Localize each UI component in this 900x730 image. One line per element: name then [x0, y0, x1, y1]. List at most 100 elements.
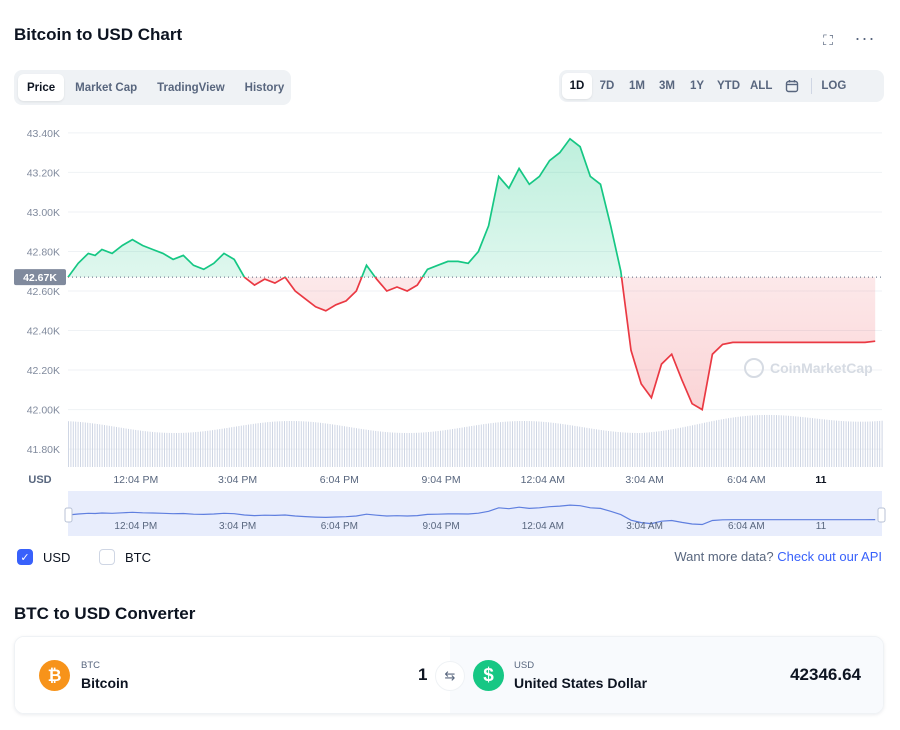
price-chart-svg[interactable]: 43.40K 43.20K 43.00K 42.80K 42.60K 42.40K 42.2… [0, 115, 900, 545]
btc-checkbox-row[interactable]: BTC [99, 549, 151, 565]
volume-bar [411, 432, 413, 467]
volume-bar [651, 432, 653, 467]
volume-bar [836, 420, 837, 467]
volume-bar [509, 421, 511, 467]
to-amount-input[interactable]: 42346.64 [790, 665, 861, 684]
y-tick-label: 43.20K [27, 167, 60, 179]
converter-title: BTC to USD Converter [14, 604, 196, 623]
volume-bar [245, 424, 247, 467]
volume-bar [120, 427, 122, 467]
volume-bar [617, 431, 619, 467]
price-chart[interactable]: 43.40K 43.20K 43.00K 42.80K 42.60K 42.40K 42.2… [0, 115, 900, 545]
volume-bar [862, 421, 864, 467]
volume-bar [605, 430, 607, 467]
volume-bar [598, 429, 600, 467]
volume-bar [363, 429, 365, 467]
volume-bar [795, 416, 797, 467]
calendar-icon[interactable] [777, 73, 807, 99]
volume-bar [144, 431, 146, 467]
volume-bar [322, 423, 324, 467]
range-1m[interactable]: 1M [629, 80, 645, 92]
tab-tradingview[interactable]: TradingView [157, 81, 225, 94]
more-data-text: Want more data? Check out our API [674, 549, 882, 564]
more-data-prompt: Want more data? [674, 549, 774, 564]
more-icon[interactable]: ··· [854, 28, 876, 48]
volume-bar [329, 424, 331, 467]
volume-bar [89, 423, 91, 467]
range-1d[interactable]: 1D [562, 73, 592, 99]
volume-bar [173, 432, 175, 467]
volume-bar [680, 427, 681, 467]
volume-bar [519, 421, 521, 467]
volume-bar [497, 422, 499, 467]
volume-bar [305, 421, 307, 467]
y-tick-label: 42.20K [27, 365, 60, 377]
volume-bar [449, 429, 451, 467]
volume-bar [180, 432, 182, 467]
volume-bar [591, 428, 593, 467]
volume-bar [876, 421, 878, 467]
volume-bar [816, 418, 818, 467]
api-link[interactable]: Check out our API [777, 549, 882, 564]
usd-checkbox-row[interactable]: ✓ USD [17, 549, 70, 565]
volume-bar [624, 432, 626, 467]
volume-bar [471, 425, 473, 467]
navigator-tick-label: 6:04 AM [728, 521, 765, 532]
usd-checkbox[interactable]: ✓ [17, 549, 33, 565]
volume-bar [104, 425, 105, 467]
volume-bar [84, 422, 86, 467]
from-amount-input[interactable]: 1 [418, 665, 428, 684]
tab-market-cap[interactable]: Market Cap [75, 81, 138, 94]
volume-bar [214, 429, 216, 467]
expand-icon[interactable]: ⛶ [823, 32, 833, 48]
range-all[interactable]: ALL [750, 80, 773, 92]
range-ytd[interactable]: YTD [717, 80, 740, 92]
btc-checkbox[interactable] [99, 549, 115, 565]
to-name: United States Dollar [514, 675, 648, 691]
volume-bar [308, 421, 309, 467]
volume-bar [581, 427, 583, 467]
volume-bar [440, 430, 441, 467]
tab-price[interactable]: Price [18, 74, 65, 101]
volume-bar [766, 414, 768, 467]
volume-bar [380, 431, 381, 467]
volume-bar [420, 432, 422, 467]
volume-bar [771, 414, 773, 467]
range-3m[interactable]: 3M [659, 80, 675, 92]
tab-history[interactable]: History [244, 81, 285, 94]
volume-bar [137, 430, 139, 467]
volume-bar [802, 417, 804, 467]
volume-bar [392, 432, 393, 467]
volume-bar [286, 421, 288, 467]
volume-bar [622, 432, 624, 467]
volume-bar [860, 421, 861, 467]
swap-icon[interactable]: ⇆ [435, 661, 465, 691]
range-1y[interactable]: 1Y [689, 80, 705, 92]
volume-bar [620, 432, 621, 467]
converter-card: ₿ BTC Bitcoin 1 ⇆ $ USD United States Do… [14, 636, 884, 714]
volume-bar [579, 426, 581, 467]
volume-bar [125, 428, 127, 467]
volume-bar [149, 431, 151, 467]
volume-bar [526, 421, 528, 467]
volume-bar [600, 430, 602, 467]
volume-bar [257, 423, 259, 467]
bitcoin-icon: ₿ [39, 660, 70, 691]
volume-bar [456, 428, 458, 467]
range-7d[interactable]: 7D [599, 80, 615, 92]
volume-bar [524, 421, 525, 467]
volume-bar [869, 421, 871, 467]
navigator-tick-label: 11 [816, 521, 827, 532]
volume-bar [478, 424, 480, 467]
volume-bar [128, 428, 129, 467]
volume-bar [317, 422, 319, 467]
volume-bar [855, 421, 857, 467]
volume-bar [828, 419, 830, 467]
volume-bar [360, 428, 362, 467]
converter-to[interactable]: $ USD United States Dollar 42346.64 [450, 637, 883, 713]
volume-bar [288, 421, 290, 467]
volume-bar [562, 424, 564, 467]
volume-bar [778, 415, 780, 467]
log-scale-toggle[interactable]: LOG [821, 80, 847, 92]
converter-from[interactable]: ₿ BTC Bitcoin 1 [15, 637, 450, 713]
